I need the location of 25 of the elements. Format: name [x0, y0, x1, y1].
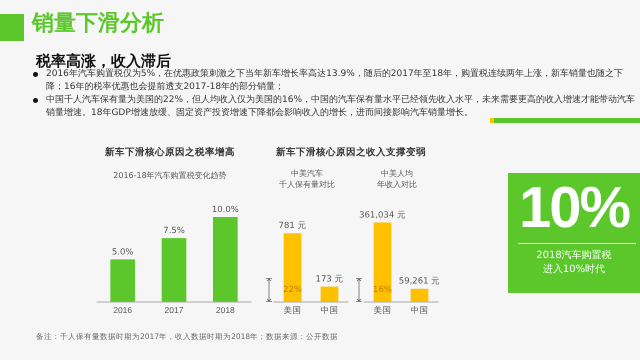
x-tick-label: 中国 [410, 305, 428, 316]
data-label: 5.0% [112, 247, 134, 258]
x-tick-label: 2018 [216, 305, 236, 316]
text: 10% [518, 175, 630, 241]
x-tick-label: 2017 [164, 305, 184, 316]
chart-subtitle: 2016-18年汽车购置税变化趋势 [112, 170, 228, 181]
data-label: 781 元 [278, 220, 306, 232]
data-label: 7.5% [163, 226, 185, 236]
chart-title: 新车下滑核心原因之税率增高 [104, 146, 236, 159]
text: 2016年汽车购置税仅为5%，在优惠政策刺激之下当年新车增长率高达13.9%，随后的2017年至18年，购置税连续两年上涨，新车销量也随之下降；16年的税率优惠也会提前透支2017-18年的部分销量； [46, 69, 624, 92]
text: 中国千人汽车保有量为美国的22%，但人均收入仅为美国的16%，中国的汽车保有量水平已经领先收入水平，未来需要更高的收入增速才能带动汽车销量增速。18年GDP增速放缓、固定资产投资增速下降都会影响收入的增长，进而间接影响汽车销量增长。 [46, 95, 636, 118]
text: 2018汽车购置税进入10%时代 [535, 249, 613, 277]
data-label: 10.0% [212, 204, 239, 215]
x-tick-label: 美国 [374, 305, 392, 316]
data-label: 361,034 元 [359, 210, 406, 221]
text: 税率高涨，收入滞后 [36, 52, 171, 70]
chart-title: 新车下滑核心原因之收入支撑变弱 [276, 146, 426, 159]
data-label: 173 元 [316, 274, 344, 285]
text: 销量下滑分析 [32, 10, 164, 38]
x-tick-label: 2016 [113, 305, 132, 316]
x-tick-label: 美国 [284, 305, 302, 316]
data-label: 59,261 元 [398, 276, 440, 287]
x-tick-label: 中国 [320, 305, 338, 316]
chart-subtitle: 中美人均年收入对比 [376, 168, 418, 190]
chart-subtitle: 中美汽车千人保有量对比 [278, 168, 336, 190]
